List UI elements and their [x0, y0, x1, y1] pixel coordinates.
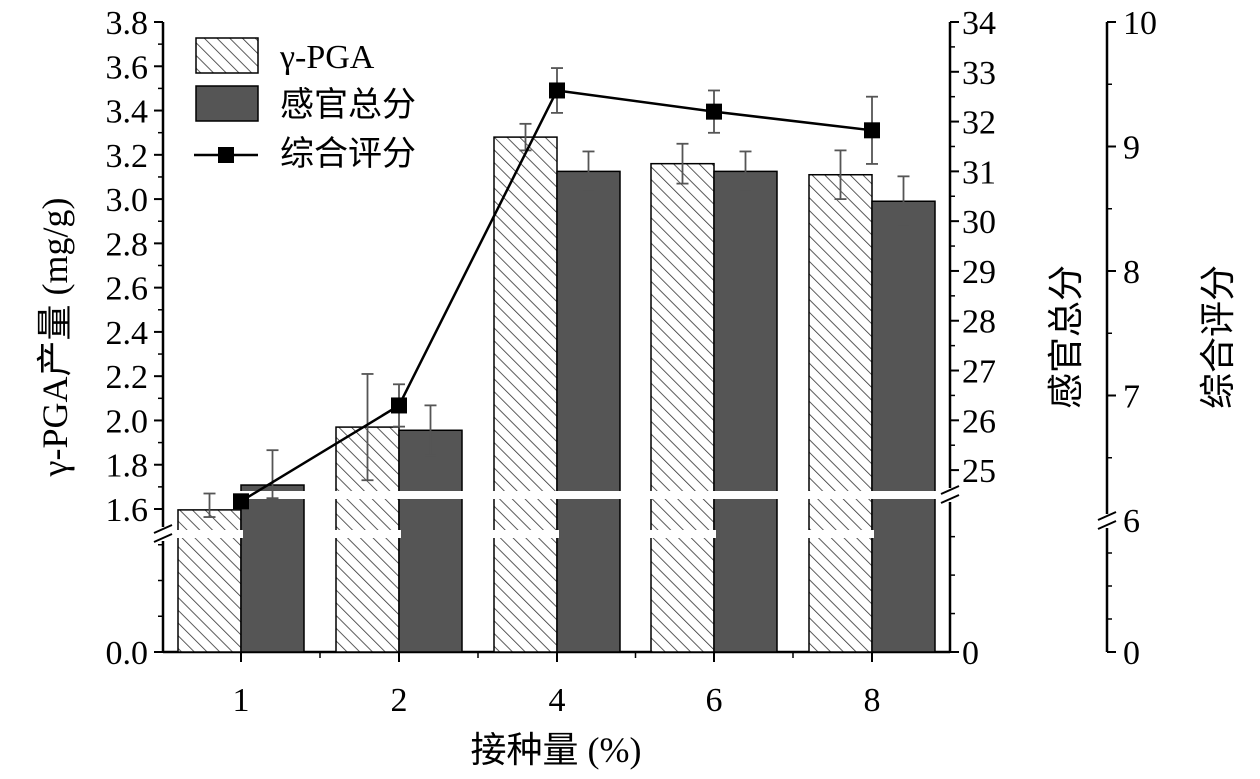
right-tick-label: 29 — [962, 254, 996, 291]
far-right-tick-label: 10 — [1123, 5, 1157, 42]
break-strip-left-8 — [807, 530, 874, 538]
break-strip-right-2 — [334, 491, 464, 499]
far-right-axis-title: 综合评分 — [1198, 265, 1238, 409]
break-strip-right-4 — [492, 491, 622, 499]
error-bar-pga-1 — [203, 492, 216, 518]
far-right-tick-label: 0 — [1123, 635, 1140, 672]
legend-swatch-pga — [195, 37, 259, 74]
error-bar-sensory-4 — [582, 150, 595, 193]
bar-sensory-6 — [713, 170, 778, 653]
right-tick-label: 31 — [962, 154, 996, 191]
error-bar-pga-4 — [519, 122, 532, 152]
far-right-tick-label: 6 — [1123, 503, 1140, 540]
error-bars — [203, 67, 910, 518]
far-right-axis-break — [1097, 511, 1117, 530]
bar-sensory-2 — [398, 429, 463, 653]
break-strip-left-2 — [334, 530, 401, 538]
left-tick-label: 2.4 — [106, 315, 149, 352]
break-strip-right-6 — [649, 491, 779, 499]
error-bar-sensory-2 — [424, 404, 437, 457]
score-marker-6 — [706, 103, 722, 120]
error-bar-sensory-6 — [739, 150, 752, 193]
legend-label-score: 综合评分 — [280, 135, 416, 173]
left-axis-break — [153, 524, 173, 543]
axes-ticks: 0.0 1.6 1.8 2.0 2.2 2.4 2.6 2.8 3.0 3.2 3.4 3.6 3.8 0… — [106, 5, 1158, 719]
right-tick-label: 28 — [962, 304, 996, 341]
right-tick-label: 32 — [962, 105, 996, 142]
x-axis-title: 接种量 (%) — [471, 730, 642, 770]
error-bar-pga-8 — [834, 149, 847, 200]
far-right-tick-label: 8 — [1123, 254, 1140, 291]
left-tick-label: 1.6 — [106, 492, 149, 529]
break-strip-right-8 — [807, 491, 937, 499]
break-strip-left-6 — [649, 530, 716, 538]
left-tick-label: 1.8 — [106, 448, 149, 485]
right-tick-label: 26 — [962, 403, 996, 440]
left-tick-label: 3.8 — [106, 5, 149, 42]
left-tick-label: 3.2 — [106, 138, 149, 175]
break-strip-left-4 — [492, 530, 559, 538]
bar-pga-8 — [808, 173, 873, 653]
left-tick-label: 2.0 — [106, 403, 149, 440]
bar-sensory-4 — [556, 170, 621, 653]
x-tick-label: 4 — [549, 682, 566, 719]
right-axis-title: 感官总分 — [1046, 265, 1086, 409]
right-tick-label: 33 — [962, 55, 996, 92]
right-tick-label: 30 — [962, 204, 996, 241]
legend: γ-PGA 感官总分 综合评分 — [194, 37, 416, 173]
left-tick-label: 2.8 — [106, 226, 149, 263]
legend-label-sensory: 感官总分 — [280, 86, 416, 124]
score-marker-4 — [549, 82, 565, 99]
line-series — [233, 82, 880, 510]
bar-pga-6 — [650, 162, 715, 653]
left-tick-label: 3.4 — [106, 94, 149, 131]
far-right-tick-label: 9 — [1123, 130, 1140, 167]
score-marker-1 — [233, 493, 249, 510]
legend-marker — [218, 147, 234, 163]
bar-sensory-8 — [871, 200, 936, 653]
score-marker-2 — [391, 397, 407, 414]
break-strip-left-1 — [176, 530, 243, 538]
right-tick-label: 25 — [962, 453, 996, 490]
right-axis-break — [940, 485, 960, 504]
left-tick-label: 0.0 — [106, 635, 149, 672]
x-tick-label: 1 — [233, 682, 250, 719]
x-tick-label: 2 — [391, 682, 408, 719]
left-tick-label: 3.6 — [106, 49, 149, 86]
left-tick-label: 2.2 — [106, 359, 149, 396]
left-tick-label: 3.0 — [106, 182, 149, 219]
score-marker-8 — [864, 122, 880, 139]
error-bar-pga-6 — [676, 142, 689, 185]
left-axis-title: γ-PGA产量 (mg/g) — [35, 198, 75, 478]
legend-swatch-sensory — [195, 85, 259, 122]
bar-pga-4 — [493, 136, 558, 653]
error-bar-sensory-1 — [266, 449, 279, 500]
right-tick-label: 27 — [962, 354, 996, 391]
x-tick-label: 6 — [706, 682, 723, 719]
error-bar-pga-2 — [361, 373, 374, 482]
left-tick-label: 2.6 — [106, 271, 149, 308]
right-tick-label: 34 — [962, 5, 996, 42]
error-bar-sensory-8 — [897, 175, 910, 228]
far-right-tick-label: 7 — [1123, 379, 1140, 416]
bars-layer — [177, 136, 936, 653]
legend-label-pga: γ-PGA — [279, 39, 375, 76]
right-tick-label: 0 — [962, 635, 979, 672]
x-tick-label: 8 — [864, 682, 881, 719]
bar-sensory-1 — [240, 484, 305, 653]
